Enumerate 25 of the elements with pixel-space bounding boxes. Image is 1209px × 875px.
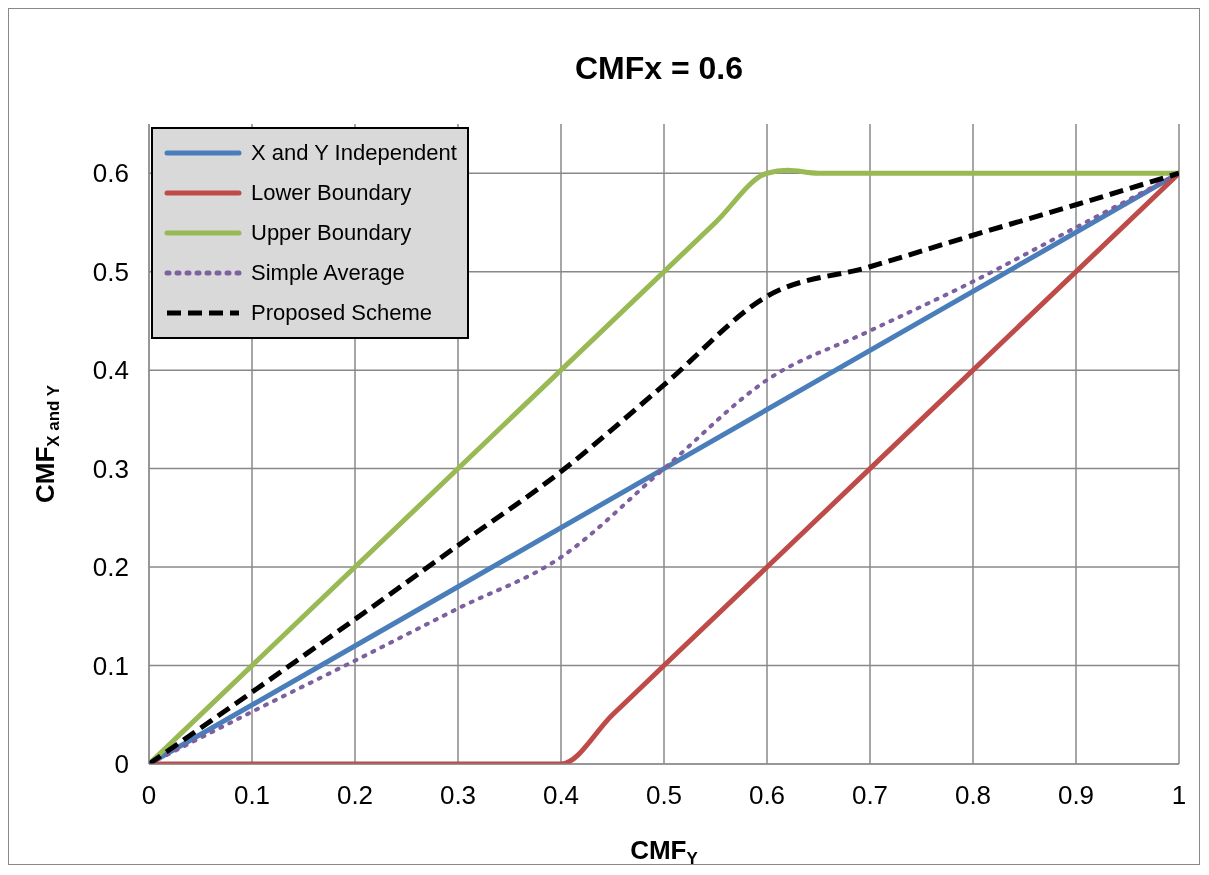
- x-tick-label: 0.3: [439, 780, 477, 811]
- legend-label: Upper Boundary: [251, 220, 412, 246]
- y-tick-label: 0.6: [92, 158, 129, 189]
- x-tick-label: 0.2: [336, 780, 374, 811]
- x-tick-label: 0.6: [748, 780, 786, 811]
- x-tick-label: 0.5: [645, 780, 683, 811]
- chart-title: CMFx = 0.6: [574, 50, 744, 86]
- x-tick-label: 0: [141, 780, 157, 811]
- legend-label: Proposed Scheme: [251, 300, 432, 326]
- y-tick-label: 0.5: [92, 256, 129, 287]
- x-tick-label: 0.9: [1057, 780, 1095, 811]
- x-tick-label: 0.4: [542, 780, 580, 811]
- x-tick-label: 0.8: [954, 780, 992, 811]
- x-tick-label: 1: [1171, 780, 1187, 811]
- legend-label: Simple Average: [251, 260, 405, 286]
- x-tick-label: 0.1: [233, 780, 271, 811]
- y-tick-label: 0.3: [92, 453, 129, 484]
- x-axis-title: CMF$_{Y}$: [630, 835, 698, 869]
- x-tick-label: 0.7: [851, 780, 889, 811]
- legend-label: Lower Boundary: [251, 180, 412, 206]
- y-tick-label: 0: [114, 749, 129, 780]
- legend-label: X and Y Independent: [251, 140, 457, 166]
- y-tick-label: 0.4: [92, 355, 129, 386]
- y-tick-label: 0.1: [92, 650, 129, 681]
- y-tick-label: 0.2: [92, 552, 129, 583]
